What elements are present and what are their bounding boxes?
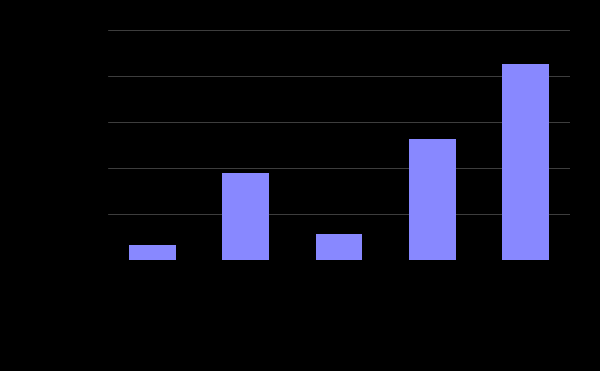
Bar [223,173,269,260]
Bar [129,245,176,260]
Bar [409,139,455,260]
Bar [502,64,549,260]
Bar [316,234,362,260]
